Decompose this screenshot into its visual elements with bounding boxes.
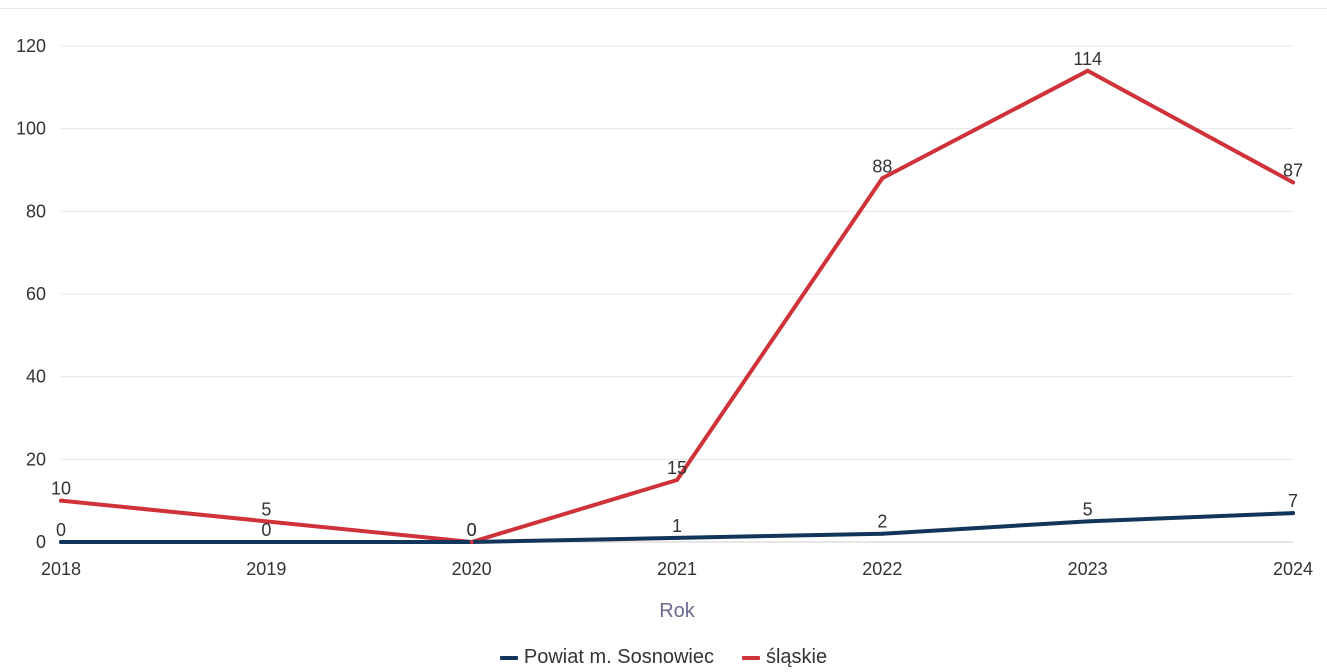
legend-item-sosnowiec[interactable]: Powiat m. Sosnowiec	[499, 646, 714, 669]
y-tick-label: 40	[26, 367, 46, 387]
data-label: 5	[1083, 499, 1093, 519]
y-tick-label: 100	[16, 119, 46, 139]
data-point	[59, 540, 63, 544]
data-label: 0	[261, 520, 271, 540]
y-axis-ticks: 0 20 40 60 80 100 120	[16, 36, 46, 552]
data-label: 0	[56, 520, 66, 540]
x-axis-ticks: 2018 2019 2020 2021 2022 2023 2024	[41, 559, 1313, 579]
series-lines	[59, 68, 1295, 544]
y-tick-label: 0	[36, 532, 46, 552]
data-point	[880, 531, 885, 536]
y-tick-label: 80	[26, 201, 46, 221]
data-point	[1291, 180, 1295, 185]
gridlines	[61, 45, 1293, 543]
x-tick-label: 2018	[41, 559, 81, 579]
data-label: 1	[672, 516, 682, 536]
y-tick-label: 20	[26, 449, 46, 469]
legend-swatch-slaskie	[741, 655, 760, 660]
data-point	[1291, 511, 1295, 516]
x-tick-label: 2020	[452, 559, 492, 579]
y-tick-label: 60	[26, 284, 46, 304]
y-tick-label: 120	[16, 36, 46, 56]
data-point	[1085, 68, 1090, 73]
legend-item-slaskie[interactable]: śląskie	[741, 646, 828, 669]
data-point	[1085, 519, 1090, 524]
data-label: 0	[467, 520, 477, 540]
legend-label-sosnowiec: Powiat m. Sosnowiec	[523, 646, 714, 668]
legend: Powiat m. Sosnowiec śląskie	[0, 646, 1327, 669]
data-point	[675, 478, 679, 482]
legend-label-slaskie: śląskie	[765, 646, 828, 668]
data-label: 7	[1288, 491, 1298, 511]
x-tick-label: 2024	[1273, 559, 1313, 579]
x-tick-label: 2023	[1068, 559, 1108, 579]
data-point	[469, 540, 474, 544]
data-point	[59, 498, 63, 503]
data-label: 87	[1283, 160, 1303, 180]
data-point	[264, 519, 269, 524]
data-label: 2	[877, 512, 887, 532]
data-label: 10	[51, 479, 71, 499]
x-axis-title: Rok	[659, 600, 696, 622]
x-tick-label: 2021	[657, 559, 697, 579]
data-point	[264, 540, 269, 544]
legend-swatch-sosnowiec	[499, 655, 518, 660]
data-label: 88	[872, 156, 892, 176]
data-label: 5	[261, 499, 271, 519]
data-point	[675, 535, 679, 540]
top-divider	[0, 8, 1327, 9]
data-label: 15	[667, 458, 687, 478]
x-tick-label: 2022	[862, 559, 902, 579]
data-point	[880, 176, 885, 181]
data-label: 0	[467, 520, 477, 540]
data-label: 114	[1073, 49, 1102, 69]
x-tick-label: 2019	[246, 559, 286, 579]
